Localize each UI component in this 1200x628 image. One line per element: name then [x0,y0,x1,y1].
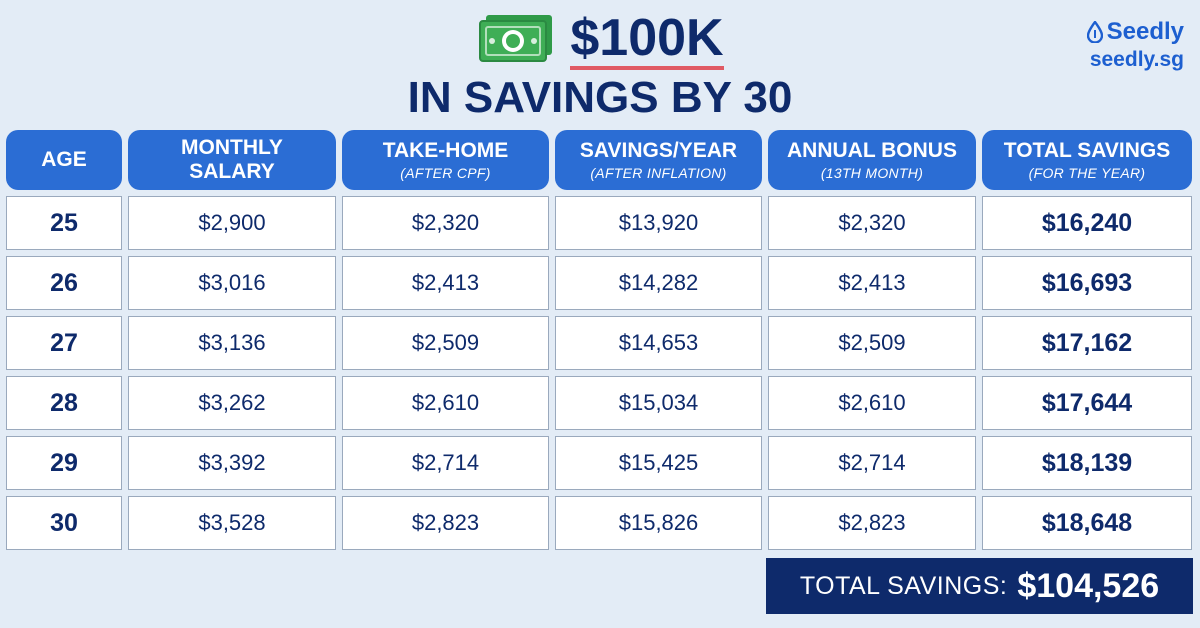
title-amount: $100K [570,12,724,70]
age-cell: 26 [6,256,122,310]
monthly-salary-cell: $2,900 [128,196,336,250]
column-header-monthly-salary: MONTHLY SALARY [128,130,336,190]
column-header-note: (AFTER CPF) [400,164,491,181]
savings-year-cell: $14,653 [555,316,762,370]
column-header-age: AGE [6,130,122,190]
savings-year-cell: $15,034 [555,376,762,430]
age-cell: 27 [6,316,122,370]
header: $100K IN SAVINGS BY 30 Seedly seedly.sg [0,0,1200,125]
droplet-icon [1086,21,1103,43]
annual-bonus-cell: $2,714 [768,436,976,490]
brand-name-row: Seedly [1086,18,1184,46]
grand-total-banner: TOTAL SAVINGS: $104,526 [766,558,1193,614]
annual-bonus-cell: $2,413 [768,256,976,310]
savings-table: AGE MONTHLY SALARY TAKE-HOME (AFTER CPF)… [6,130,1192,550]
page-title: IN SAVINGS BY 30 [407,73,793,122]
column-header-label: MONTHLY SALARY [181,136,283,183]
savings-year-cell: $13,920 [555,196,762,250]
savings-year-cell: $15,425 [555,436,762,490]
take-home-cell: $2,413 [342,256,549,310]
brand-url: seedly.sg [1089,48,1184,71]
take-home-cell: $2,610 [342,376,549,430]
take-home-cell: $2,714 [342,436,549,490]
total-savings-cell: $18,648 [982,496,1192,550]
money-bill-icon [479,15,553,62]
take-home-cell: $2,823 [342,496,549,550]
column-header-annual-bonus: ANNUAL BONUS (13TH MONTH) [768,130,976,190]
column-header-label: ANNUAL BONUS [787,138,957,162]
column-header-note: (13TH MONTH) [820,164,924,181]
annual-bonus-cell: $2,320 [768,196,976,250]
total-savings-cell: $17,162 [982,316,1192,370]
age-cell: 30 [6,496,122,550]
savings-year-cell: $15,826 [555,496,762,550]
title-row: $100K [0,10,1200,72]
column-header-take-home: TAKE-HOME (AFTER CPF) [342,130,549,190]
age-cell: 29 [6,436,122,490]
column-header-total-savings: TOTAL SAVINGS (FOR THE YEAR) [982,130,1192,190]
total-savings-cell: $16,693 [982,256,1192,310]
brand-name: Seedly [1106,18,1184,45]
monthly-salary-cell: $3,528 [128,496,336,550]
take-home-cell: $2,509 [342,316,549,370]
column-header-label: AGE [41,148,87,171]
brand-logo: Seedly seedly.sg [1086,18,1184,72]
age-cell: 25 [6,196,122,250]
monthly-salary-cell: $3,016 [128,256,336,310]
savings-year-cell: $14,282 [555,256,762,310]
column-header-note: (AFTER INFLATION) [590,164,727,181]
total-savings-cell: $17,644 [982,376,1192,430]
grand-total-value: $104,526 [1017,566,1160,605]
annual-bonus-cell: $2,509 [768,316,976,370]
column-header-note: (FOR THE YEAR) [1028,164,1146,181]
monthly-salary-cell: $3,136 [128,316,336,370]
total-savings-cell: $18,139 [982,436,1192,490]
column-header-savings-year: SAVINGS/YEAR (AFTER INFLATION) [555,130,762,190]
take-home-cell: $2,320 [342,196,549,250]
total-savings-cell: $16,240 [982,196,1192,250]
age-cell: 28 [6,376,122,430]
annual-bonus-cell: $2,823 [768,496,976,550]
column-header-label: TAKE-HOME [382,138,509,162]
annual-bonus-cell: $2,610 [768,376,976,430]
column-header-label: SAVINGS/YEAR [579,138,738,162]
grand-total-label: TOTAL SAVINGS: [799,571,1008,600]
monthly-salary-cell: $3,392 [128,436,336,490]
column-header-label: TOTAL SAVINGS [1003,138,1171,162]
monthly-salary-cell: $3,262 [128,376,336,430]
